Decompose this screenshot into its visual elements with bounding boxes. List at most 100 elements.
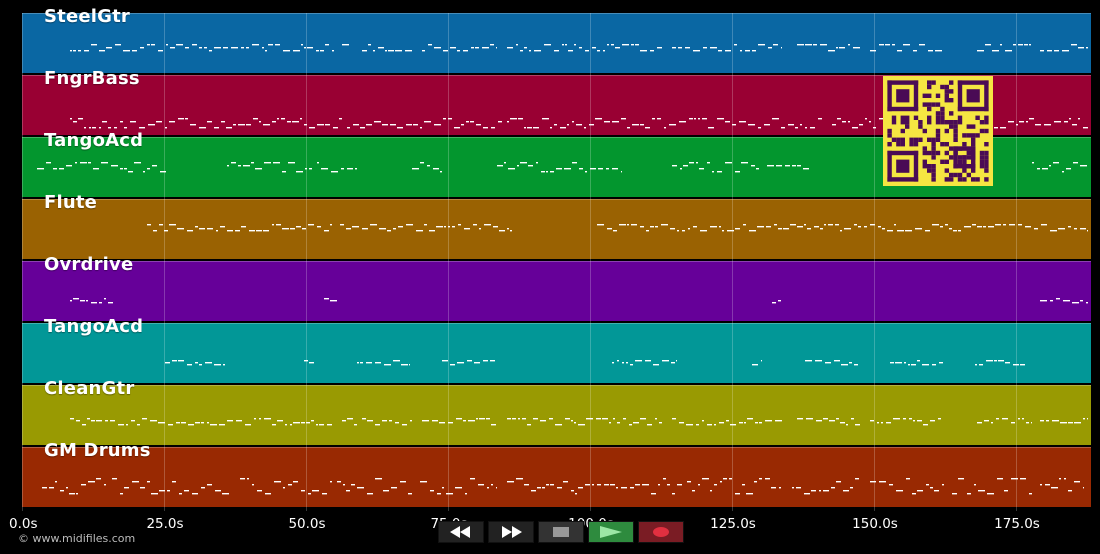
note [311,420,314,422]
note [739,422,743,424]
note [805,127,807,129]
note [246,47,249,49]
note [629,424,632,426]
note [478,484,484,486]
note [330,300,337,302]
note [683,165,688,167]
note [562,44,564,46]
grid-line [590,13,591,511]
note [436,226,443,228]
note [630,364,633,366]
play-button[interactable] [588,521,634,543]
note [928,50,933,52]
note [226,127,232,129]
note [337,481,341,483]
note [254,418,256,420]
note [1011,478,1018,480]
note [73,50,76,52]
note [1064,478,1066,480]
note [498,121,502,123]
note [1031,422,1032,424]
note [840,230,842,232]
note [1087,230,1088,232]
note [554,50,559,52]
note [322,493,327,495]
note [99,127,101,129]
note [457,50,460,52]
note [434,124,441,126]
note [1004,490,1008,492]
note [567,124,569,126]
note [796,487,801,489]
note [102,121,107,123]
note [73,121,77,123]
track-cleangtr[interactable]: CleanGtr [22,378,1091,445]
note [265,493,271,495]
note [1029,118,1034,120]
note [755,422,758,424]
note [82,424,86,426]
note [172,360,177,362]
grid-line [732,13,733,511]
note [360,362,363,364]
note [710,226,717,228]
track-steelgtr[interactable]: SteelGtr [22,6,1091,73]
note [422,50,425,52]
note [612,168,618,170]
note [1046,420,1049,422]
note [972,224,976,226]
note [527,127,532,129]
note [879,44,884,46]
note [549,418,553,420]
stop-button[interactable] [538,521,584,543]
note [104,298,106,300]
note [132,481,139,483]
note [1078,47,1084,49]
note [765,420,772,422]
note [767,165,774,167]
note [828,50,835,52]
note [940,226,943,228]
note [199,127,206,129]
note [949,228,952,230]
note [560,127,566,129]
note [331,171,338,173]
note [829,420,835,422]
note [815,360,822,362]
note [120,493,123,495]
note [759,422,762,424]
note [934,490,939,492]
note [635,360,642,362]
note [939,362,943,364]
note [91,44,97,46]
note [585,171,587,173]
note [707,162,710,164]
note [398,226,403,228]
note [301,44,303,46]
track-tangoacd-2[interactable]: TangoAcd [22,316,1091,383]
note [834,360,840,362]
note [93,168,99,170]
note [304,360,308,362]
note [393,228,396,230]
note [672,493,675,495]
note [917,360,920,362]
note [256,230,262,232]
note [88,162,91,164]
track-flute[interactable]: Flute [22,192,1091,259]
track-ovrdrive[interactable]: Ovrdrive [22,254,1091,321]
note [612,362,614,364]
rewind-button[interactable] [438,521,484,543]
record-button[interactable] [638,521,684,543]
fast-forward-button[interactable] [488,521,534,543]
note [531,490,536,492]
note [60,490,64,492]
track-gm-drums[interactable]: GM Drums [22,440,1091,507]
note [640,124,644,126]
note [887,230,893,232]
note [252,484,254,486]
note [1072,302,1079,304]
note [853,47,860,49]
note [858,226,861,228]
note [383,490,389,492]
